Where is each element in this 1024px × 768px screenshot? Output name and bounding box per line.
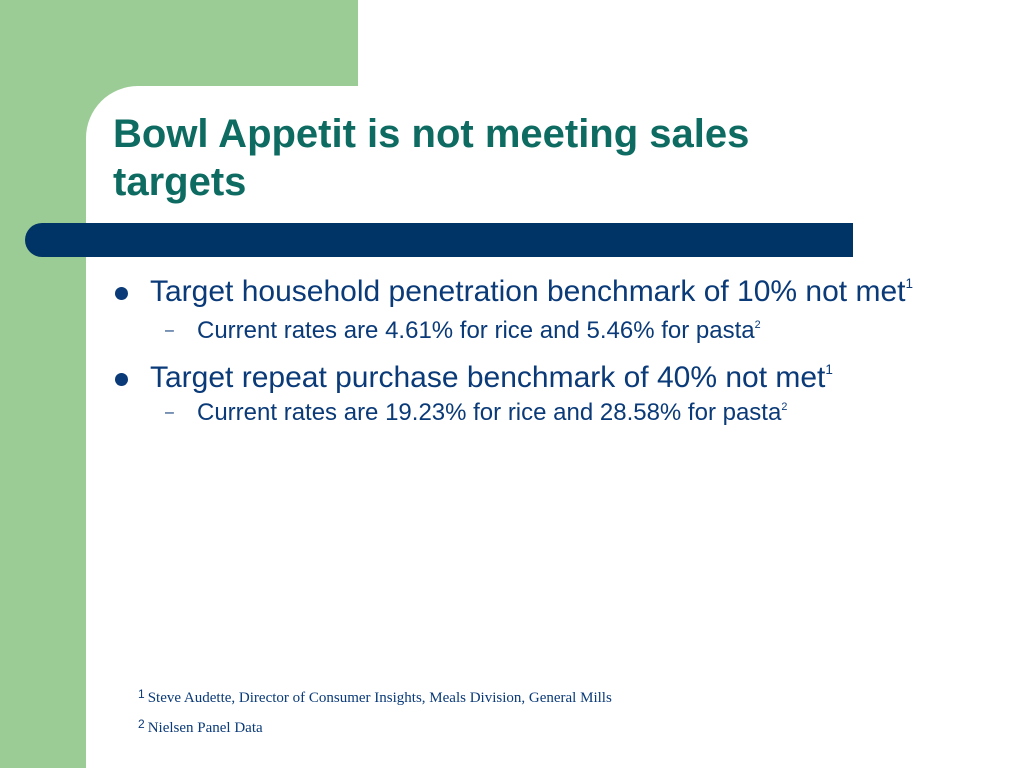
sub-bullet-text: Current rates are 19.23% for rice and 28… bbox=[197, 399, 782, 426]
bullet-household-penetration: Target household penetration benchmark o… bbox=[113, 274, 973, 310]
bullet-list: Target household penetration benchmark o… bbox=[113, 274, 973, 428]
footnote-text: Steve Audette, Director of Consumer Insi… bbox=[147, 690, 612, 706]
content-panel bbox=[86, 86, 1024, 768]
footnote-ref: 1 bbox=[905, 276, 913, 292]
sub-bullet-repeat-rates: – Current rates are 19.23% for rice and … bbox=[113, 398, 973, 428]
footnote-ref: 2 bbox=[781, 400, 788, 413]
title-underline-bar bbox=[25, 223, 853, 257]
bullet-text: Target household penetration benchmark o… bbox=[150, 275, 906, 308]
footnote-ref: 2 bbox=[754, 318, 761, 331]
bullet-dot-icon bbox=[115, 287, 128, 300]
dash-icon: – bbox=[165, 322, 174, 339]
sub-bullet-penetration-rates: – Current rates are 4.61% for rice and 5… bbox=[113, 316, 973, 346]
sub-bullet-text: Current rates are 4.61% for rice and 5.4… bbox=[197, 317, 755, 344]
footnotes: 1 Steve Audette, Director of Consumer Ins… bbox=[138, 688, 612, 738]
bullet-repeat-purchase: Target repeat purchase benchmark of 40% … bbox=[113, 360, 973, 396]
bullet-text: Target repeat purchase benchmark of 40% … bbox=[150, 361, 826, 394]
footnote-2: 2 Nielsen Panel Data bbox=[138, 718, 612, 738]
slide-title: Bowl Appetit is not meeting sales target… bbox=[113, 112, 750, 204]
dash-icon: – bbox=[165, 404, 174, 421]
footnote-number: 1 bbox=[138, 687, 145, 701]
footnote-text: Nielsen Panel Data bbox=[147, 720, 263, 736]
bullet-dot-icon bbox=[115, 373, 128, 386]
footnote-1: 1 Steve Audette, Director of Consumer Ins… bbox=[138, 688, 612, 708]
footnote-ref: 1 bbox=[825, 362, 833, 378]
footnote-number: 2 bbox=[138, 717, 145, 731]
